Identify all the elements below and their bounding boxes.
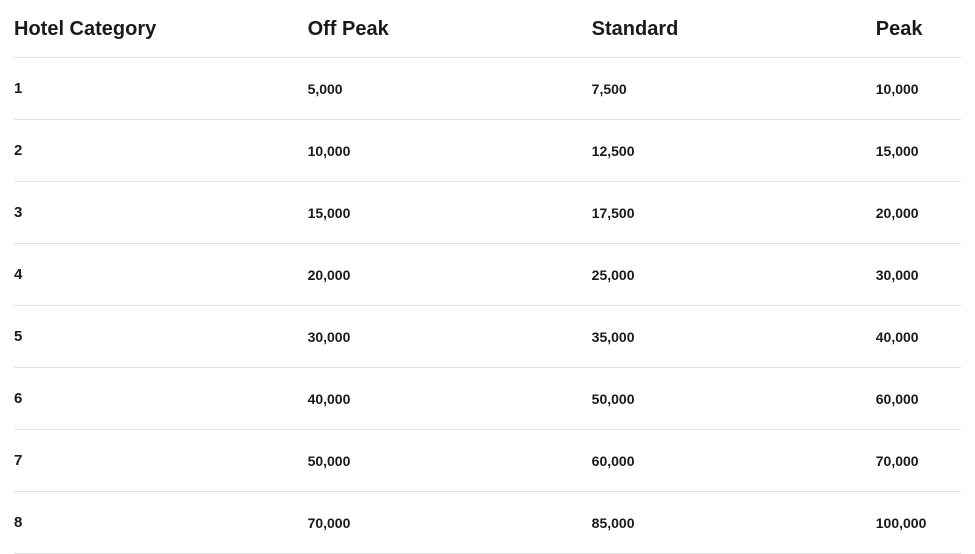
column-header-offpeak: Off Peak	[308, 18, 592, 41]
value-cell: 5,000	[308, 81, 592, 97]
category-cell: 3	[14, 204, 308, 221]
value-cell: 20,000	[308, 267, 592, 283]
value-cell: 50,000	[592, 391, 876, 407]
table-row: 315,00017,50020,000	[14, 182, 961, 244]
value-cell: 25,000	[592, 267, 876, 283]
value-cell: 10,000	[308, 143, 592, 159]
category-cell: 6	[14, 390, 308, 407]
table-row: 750,00060,00070,000	[14, 430, 961, 492]
value-cell: 100,000	[876, 515, 961, 531]
value-cell: 60,000	[876, 391, 961, 407]
value-cell: 20,000	[876, 205, 961, 221]
category-cell: 4	[14, 266, 308, 283]
table-header-row: Hotel Category Off Peak Standard Peak	[14, 10, 961, 58]
value-cell: 50,000	[308, 453, 592, 469]
value-cell: 70,000	[876, 453, 961, 469]
value-cell: 60,000	[592, 453, 876, 469]
value-cell: 7,500	[592, 81, 876, 97]
column-header-standard: Standard	[592, 18, 876, 41]
value-cell: 10,000	[876, 81, 961, 97]
value-cell: 85,000	[592, 515, 876, 531]
table-row: 640,00050,00060,000	[14, 368, 961, 430]
table-row: 870,00085,000100,000	[14, 492, 961, 554]
value-cell: 30,000	[308, 329, 592, 345]
category-cell: 1	[14, 80, 308, 97]
category-cell: 5	[14, 328, 308, 345]
value-cell: 35,000	[592, 329, 876, 345]
value-cell: 40,000	[308, 391, 592, 407]
value-cell: 15,000	[308, 205, 592, 221]
column-header-peak: Peak	[876, 18, 961, 41]
category-cell: 8	[14, 514, 308, 531]
value-cell: 40,000	[876, 329, 961, 345]
value-cell: 12,500	[592, 143, 876, 159]
value-cell: 15,000	[876, 143, 961, 159]
value-cell: 70,000	[308, 515, 592, 531]
table-row: 530,00035,00040,000	[14, 306, 961, 368]
value-cell: 17,500	[592, 205, 876, 221]
table-row: 15,0007,50010,000	[14, 58, 961, 120]
category-cell: 7	[14, 452, 308, 469]
pricing-table: Hotel Category Off Peak Standard Peak 15…	[14, 10, 961, 554]
category-cell: 2	[14, 142, 308, 159]
table-row: 210,00012,50015,000	[14, 120, 961, 182]
column-header-category: Hotel Category	[14, 18, 308, 41]
table-row: 420,00025,00030,000	[14, 244, 961, 306]
value-cell: 30,000	[876, 267, 961, 283]
